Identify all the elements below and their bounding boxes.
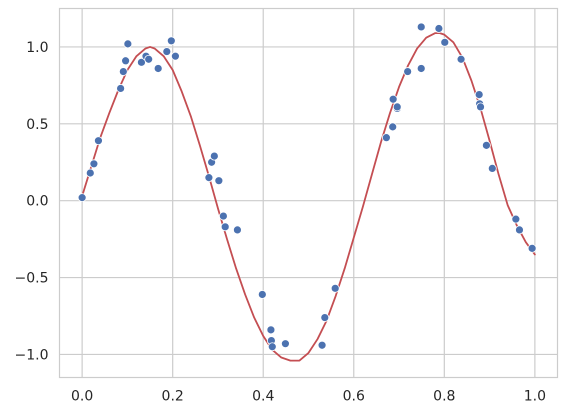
- y-tick-label: 0.0: [26, 194, 48, 210]
- fitted-curve-line: [81, 32, 536, 362]
- scatter-point: [162, 47, 172, 56]
- scatter-point: [320, 313, 330, 322]
- scatter-point: [218, 211, 228, 221]
- y-tick-label: −0.5: [15, 271, 49, 287]
- scatter-point: [474, 90, 484, 99]
- x-tick-labels: 0.0 0.2 0.4 0.6 0.8 1.0: [71, 389, 546, 405]
- fitted-curve-layer: [81, 32, 536, 362]
- scatter-point: [440, 37, 450, 47]
- scatter-point: [434, 24, 444, 33]
- scatter-point: [487, 163, 497, 173]
- scatter-point: [204, 173, 214, 183]
- scatter-points-layer: [77, 22, 537, 352]
- scatter-point: [166, 36, 176, 46]
- scatter-point: [330, 283, 340, 293]
- scatter-point: [153, 64, 163, 73]
- scatter-point: [137, 57, 146, 67]
- y-tick-label: 0.5: [26, 117, 48, 133]
- scatter-point: [392, 102, 402, 112]
- x-tick-label: 0.4: [252, 389, 274, 405]
- scatter-point: [233, 225, 242, 235]
- scatter-point: [317, 340, 327, 350]
- scatter-point: [123, 39, 133, 49]
- scatter-point: [116, 84, 126, 93]
- y-tick-label: 1.0: [26, 40, 48, 56]
- plot-area: [58, 7, 559, 379]
- scatter-point: [476, 102, 485, 112]
- scatter-point: [266, 325, 276, 335]
- scatter-point: [281, 339, 290, 349]
- scatter-point: [267, 342, 277, 352]
- scatter-point: [527, 243, 537, 253]
- scatter-point: [482, 140, 491, 150]
- scatter-point: [121, 56, 130, 66]
- x-tick-label: 0.2: [162, 389, 184, 405]
- scatter-point: [118, 67, 128, 76]
- scatter-point: [416, 64, 426, 73]
- scatter-point: [388, 122, 398, 132]
- scatter-point: [515, 225, 524, 235]
- y-tick-labels: 1.0 0.5 0.0 −0.5 −1.0: [15, 40, 49, 364]
- scatter-point: [456, 54, 466, 64]
- scatter-point: [511, 214, 521, 224]
- scatter-point: [89, 159, 99, 169]
- scatter-point: [388, 94, 398, 104]
- scatter-point: [381, 133, 391, 143]
- scatter-point: [144, 54, 154, 64]
- y-tick-label: −1.0: [15, 347, 49, 363]
- x-tick-label: 1.0: [524, 389, 546, 405]
- scatter-point: [257, 290, 267, 299]
- scatter-point: [85, 168, 95, 178]
- scatter-point: [77, 193, 87, 203]
- scatter-point: [403, 67, 413, 76]
- x-tick-label: 0.0: [71, 389, 93, 405]
- x-tick-label: 0.6: [343, 389, 365, 405]
- scatter-point: [220, 222, 230, 232]
- scatter-point: [94, 136, 103, 146]
- x-tick-label: 0.8: [433, 389, 455, 405]
- scatter-point: [416, 22, 426, 32]
- scatter-point: [209, 151, 219, 161]
- scatter-point: [214, 176, 224, 186]
- scatter-point: [170, 51, 180, 61]
